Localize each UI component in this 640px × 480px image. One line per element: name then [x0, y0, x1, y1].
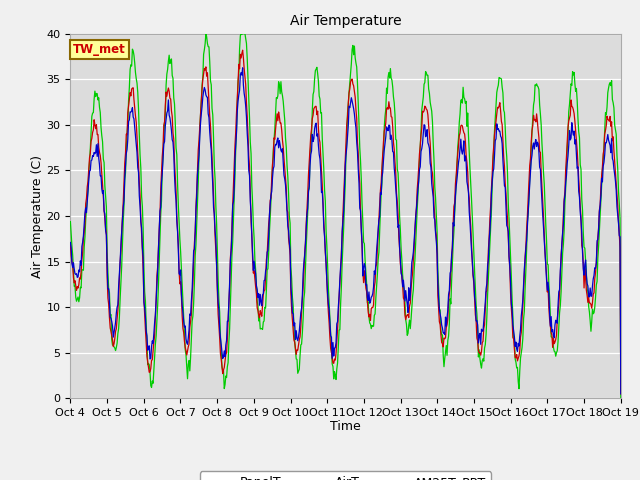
- Title: Air Temperature: Air Temperature: [290, 14, 401, 28]
- Legend: PanelT, AirT, AM25T_PRT: PanelT, AirT, AM25T_PRT: [200, 471, 492, 480]
- Text: TW_met: TW_met: [73, 43, 126, 56]
- Y-axis label: Air Temperature (C): Air Temperature (C): [31, 155, 44, 277]
- X-axis label: Time: Time: [330, 420, 361, 432]
